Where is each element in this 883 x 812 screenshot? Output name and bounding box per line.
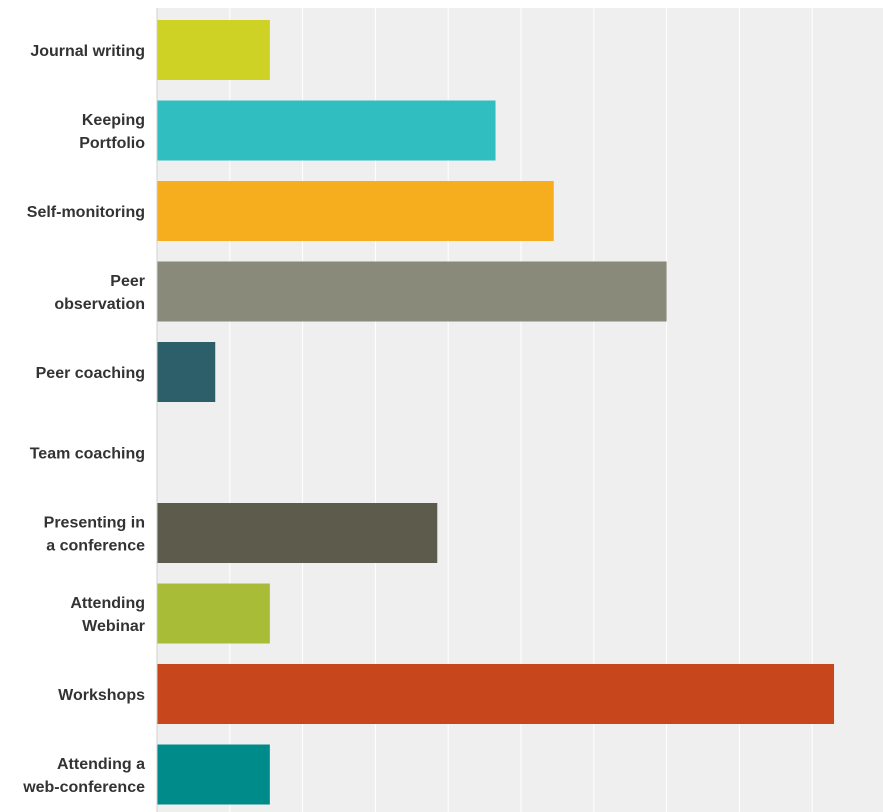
bar [157, 100, 496, 161]
bar [157, 664, 835, 724]
category-label: Attending a [57, 756, 145, 773]
category-label: Portfolio [79, 135, 145, 152]
category-label: Presenting in [44, 515, 145, 532]
category-label: Peer [110, 273, 145, 290]
category-label: Keeping [82, 112, 145, 129]
bar [157, 744, 270, 805]
bar [157, 20, 270, 80]
category-label: Webinar [82, 618, 145, 635]
category-label: Journal writing [30, 43, 145, 60]
category-label: a conference [46, 538, 145, 555]
category-label: Attending [70, 595, 145, 612]
bar [157, 181, 554, 241]
category-label: web-conference [22, 779, 145, 796]
category-label: Self-monitoring [27, 204, 145, 221]
category-labels: Journal writing Keeping Portfolio Self-moni… [22, 43, 145, 796]
category-label: observation [54, 296, 145, 313]
bar [157, 503, 438, 563]
bar [157, 342, 216, 402]
bar [157, 261, 667, 322]
category-label: Peer coaching [36, 365, 145, 382]
category-label: Team coaching [30, 446, 145, 463]
bars [157, 20, 835, 805]
category-label: Workshops [58, 687, 145, 704]
bar [157, 583, 270, 644]
